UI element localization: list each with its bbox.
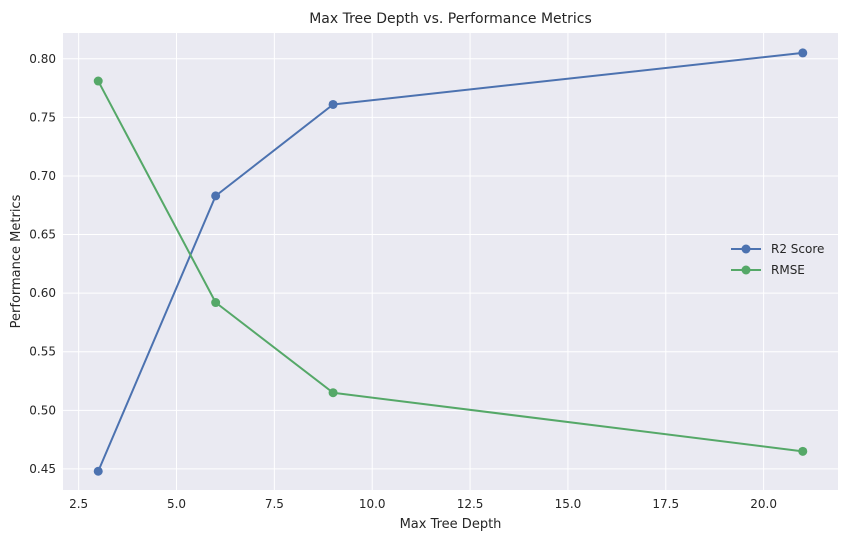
data-point <box>328 388 338 398</box>
y-tick-label: 0.45 <box>29 462 56 476</box>
x-tick-label: 15.0 <box>555 497 582 511</box>
data-point <box>211 298 221 308</box>
y-tick-label: 0.70 <box>29 169 56 183</box>
y-tick-label: 0.75 <box>29 110 56 124</box>
data-point <box>798 446 808 456</box>
legend-marker <box>741 244 751 254</box>
series-layer <box>93 48 808 476</box>
legend-marker <box>741 265 751 275</box>
data-point <box>798 48 808 58</box>
data-point <box>211 191 221 201</box>
y-tick-label: 0.55 <box>29 345 56 359</box>
data-point <box>328 99 338 109</box>
tick-labels: 2.5 5.0 7.5 10.0 12.5 15.0 17.5 20.0 0.45 0.50 0.5… <box>29 52 777 511</box>
y-axis-label: Performance Metrics <box>9 194 24 328</box>
legend: R2 Score RMSE <box>731 242 824 277</box>
y-tick-label: 0.50 <box>29 403 56 417</box>
x-tick-label: 12.5 <box>457 497 484 511</box>
x-tick-label: 2.5 <box>69 497 88 511</box>
legend-label: R2 Score <box>771 242 824 256</box>
series-line <box>97 80 803 453</box>
y-tick-label: 0.65 <box>29 228 56 242</box>
x-tick-label: 17.5 <box>652 497 679 511</box>
x-tick-label: 7.5 <box>265 497 284 511</box>
legend-label: RMSE <box>771 263 805 277</box>
x-tick-label: 10.0 <box>359 497 386 511</box>
data-point <box>93 76 103 86</box>
chart-title: Max Tree Depth vs. Performance Metrics <box>309 11 592 27</box>
x-tick-label: 20.0 <box>750 497 777 511</box>
y-tick-label: 0.80 <box>29 52 56 66</box>
grid-lines <box>63 33 838 490</box>
plot-area <box>63 33 838 490</box>
x-axis-label: Max Tree Depth <box>400 517 502 532</box>
x-tick-label: 5.0 <box>167 497 186 511</box>
y-tick-label: 0.60 <box>29 286 56 300</box>
series-line <box>97 51 803 472</box>
data-point <box>93 466 103 476</box>
